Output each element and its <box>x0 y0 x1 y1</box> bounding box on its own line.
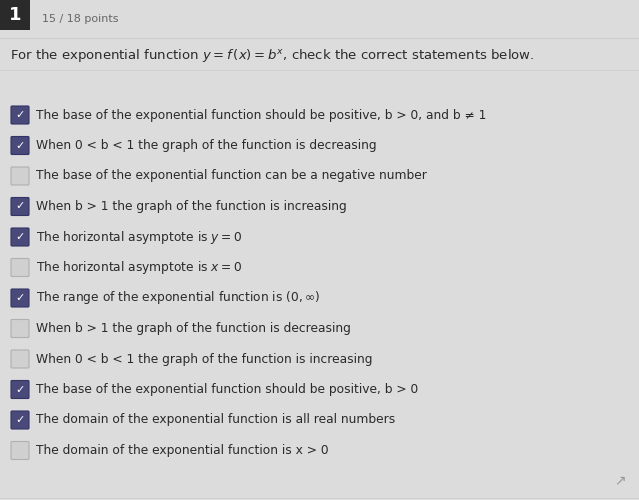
FancyBboxPatch shape <box>11 411 29 429</box>
Text: When 0 < b < 1 the graph of the function is decreasing: When 0 < b < 1 the graph of the function… <box>36 139 376 152</box>
FancyBboxPatch shape <box>11 380 29 398</box>
Text: ✓: ✓ <box>15 293 25 303</box>
Text: When b > 1 the graph of the function is increasing: When b > 1 the graph of the function is … <box>36 200 347 213</box>
FancyBboxPatch shape <box>11 136 29 154</box>
Text: 15 / 18 points: 15 / 18 points <box>42 14 118 24</box>
FancyBboxPatch shape <box>11 167 29 185</box>
Text: The horizontal asymptote is $x = 0$: The horizontal asymptote is $x = 0$ <box>36 259 242 276</box>
Text: The horizontal asymptote is $y = 0$: The horizontal asymptote is $y = 0$ <box>36 228 242 246</box>
FancyBboxPatch shape <box>11 106 29 124</box>
FancyBboxPatch shape <box>11 198 29 216</box>
FancyBboxPatch shape <box>11 289 29 307</box>
Text: For the exponential function $y = f\,(x) = b^{x}$, check the correct statements : For the exponential function $y = f\,(x)… <box>10 48 534 64</box>
Text: ↗: ↗ <box>614 473 626 487</box>
Text: ✓: ✓ <box>15 232 25 242</box>
FancyBboxPatch shape <box>11 442 29 460</box>
Text: ✓: ✓ <box>15 384 25 394</box>
Text: When b > 1 the graph of the function is decreasing: When b > 1 the graph of the function is … <box>36 322 351 335</box>
FancyBboxPatch shape <box>11 258 29 276</box>
FancyBboxPatch shape <box>0 0 30 30</box>
Text: The range of the exponential function is $(0, \infty)$: The range of the exponential function is… <box>36 290 320 306</box>
FancyBboxPatch shape <box>11 228 29 246</box>
Text: ✓: ✓ <box>15 140 25 150</box>
FancyBboxPatch shape <box>11 350 29 368</box>
Text: The domain of the exponential function is all real numbers: The domain of the exponential function i… <box>36 414 396 426</box>
FancyBboxPatch shape <box>11 320 29 338</box>
Text: 1: 1 <box>9 6 21 24</box>
Text: When 0 < b < 1 the graph of the function is increasing: When 0 < b < 1 the graph of the function… <box>36 352 373 366</box>
Text: ✓: ✓ <box>15 415 25 425</box>
Text: The base of the exponential function should be positive, b > 0: The base of the exponential function sho… <box>36 383 419 396</box>
Text: The base of the exponential function can be a negative number: The base of the exponential function can… <box>36 170 427 182</box>
Text: ✓: ✓ <box>15 110 25 120</box>
Text: The base of the exponential function should be positive, b > 0, and b ≠ 1: The base of the exponential function sho… <box>36 108 486 122</box>
Text: ✓: ✓ <box>15 202 25 211</box>
Text: The domain of the exponential function is x > 0: The domain of the exponential function i… <box>36 444 328 457</box>
